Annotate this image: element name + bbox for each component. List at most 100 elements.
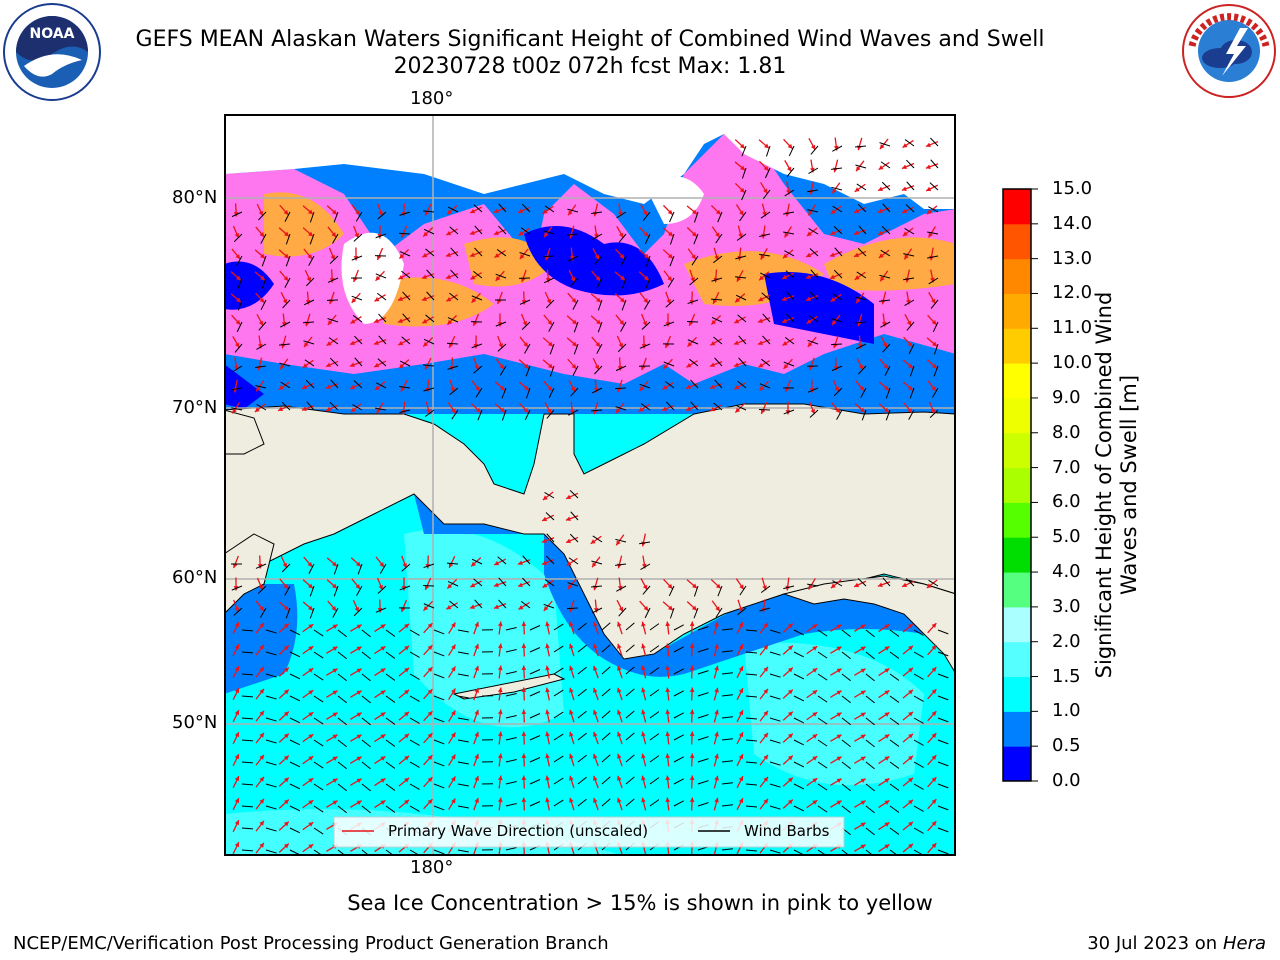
wind-barb [457,761,469,765]
wave-arrowhead [259,688,264,694]
wind-barb [281,401,291,411]
wind-barb [817,695,828,703]
footer-date-text: 30 Jul 2023 on [1087,933,1218,954]
wind-barb [741,145,747,157]
wind-barb [885,387,891,399]
wave-arrowhead [593,775,598,781]
wind-barb [577,732,587,741]
wave-arrowhead [497,797,503,803]
wave-arrowhead [378,585,384,591]
wave-arrowhead [259,622,264,628]
wave-arrowhead [738,666,744,672]
wave-arrowhead [595,342,601,347]
wind-barb [548,387,555,399]
wave-arrowhead [854,252,860,258]
wave-arrowhead [493,604,499,610]
wave-arrowhead [931,667,937,673]
wind-barb [285,255,291,267]
wave-arrowhead [884,756,890,761]
wind-barb [865,673,875,682]
wind-barb [601,754,611,763]
lat-label-60: 60°N [172,567,218,588]
wind-barb [332,233,339,244]
wave-arrowhead [497,621,503,627]
wind-barb [377,211,387,220]
wind-barb [932,321,939,333]
wave-arrowhead [884,690,890,695]
wave-arrowhead [259,754,264,760]
wind-barb [289,783,301,790]
wind-barb [572,299,579,310]
wave-arrowhead [860,624,866,630]
wind-barb [308,255,315,266]
wind-barb [937,827,949,833]
lon-label-top: 180° [410,88,454,109]
wind-barb [567,582,579,587]
wind-barb [433,805,445,811]
wave-arrowhead [332,561,337,567]
wave-arrowhead [858,364,864,370]
wave-arrowhead [641,665,646,671]
wind-barb [645,255,651,267]
wave-arrowhead [524,385,529,391]
wave-arrowhead [665,709,671,715]
wave-arrowhead [427,711,433,717]
wave-arrowhead [350,407,356,413]
wind-barb [337,673,347,682]
wave-arrowhead [836,690,842,695]
wind-barb [337,695,347,704]
wave-arrowhead [402,563,407,569]
wave-arrowhead [643,275,649,281]
wave-arrowhead [327,320,333,325]
wave-arrowhead [332,756,338,761]
wind-barb [553,799,564,807]
wave-arrowhead [521,753,527,759]
wind-barb [313,827,324,835]
colorbar-tick-label: 5.0 [1052,526,1081,548]
wave-arrowhead [545,775,550,781]
colorbar-tick-label: 10.0 [1052,352,1093,374]
wind-barb [596,277,603,289]
wind-barb [857,247,867,257]
wind-barb [495,321,507,327]
wind-barb [691,255,699,266]
wave-arrowhead [733,362,739,367]
wind-barb [378,313,387,323]
wind-barb [261,277,267,289]
wind-barb [885,409,891,421]
wind-barb [937,783,949,789]
wind-barb [784,250,795,257]
wave-arrowhead [808,210,813,216]
wind-barb [519,252,531,257]
wave-arrowhead [451,622,456,628]
wind-barb [597,321,603,333]
wind-barb [424,409,435,418]
wind-barb [375,607,387,613]
wave-arrowhead [373,318,379,324]
wave-arrowhead [593,731,598,737]
wind-barb [693,585,699,597]
wind-barb [255,563,267,569]
wind-barb [279,362,291,367]
wind-barb [689,277,699,286]
wind-barb [809,409,819,418]
wave-arrowhead [738,754,744,760]
wave-arrowhead [836,624,842,629]
wind-barb [741,189,747,201]
wind-barb [793,695,805,702]
wind-barb [376,292,387,301]
wave-arrowhead [836,800,842,805]
wind-barb [809,248,819,257]
wave-arrowhead [787,689,793,695]
wave-arrowhead [714,797,719,803]
wave-arrowhead [474,643,479,649]
wave-arrowhead [278,385,284,390]
wave-arrowhead [643,210,648,216]
wave-arrowhead [812,646,818,651]
wind-barb [261,255,267,267]
wave-arrowhead [283,799,289,805]
wave-arrowhead [572,341,577,347]
wind-barb [399,585,411,591]
wind-barb [401,270,411,279]
wave-arrowhead [931,843,937,849]
